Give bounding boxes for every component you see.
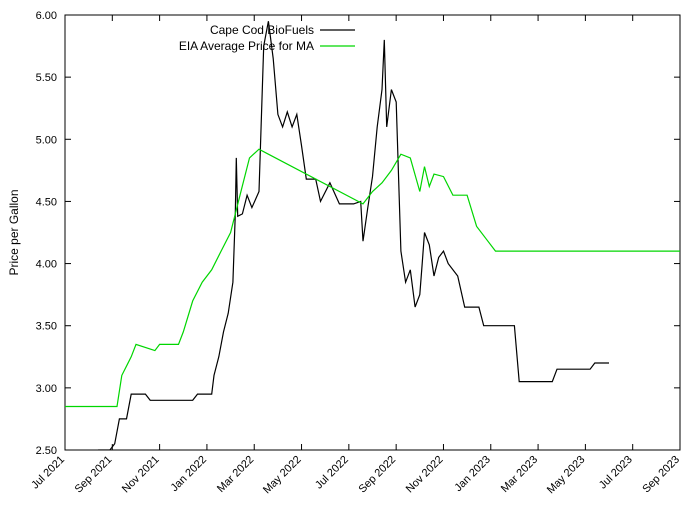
- y-tick-label: 3.50: [36, 321, 57, 333]
- x-tick-label: Sep 2022: [356, 454, 398, 496]
- series-line: [98, 21, 609, 450]
- y-tick-label: 6.00: [36, 10, 57, 22]
- x-tick-label: Jan 2023: [452, 454, 492, 494]
- y-tick-label: 4.50: [36, 196, 57, 208]
- x-tick-label: May 2023: [545, 454, 588, 497]
- y-axis-title: Price per Gallon: [7, 189, 21, 275]
- x-tick-label: Mar 2022: [215, 454, 256, 495]
- x-tick-label: Sep 2023: [640, 454, 682, 496]
- legend-label: EIA Average Price for MA: [179, 39, 314, 53]
- y-tick-label: 5.00: [36, 134, 57, 146]
- x-tick-label: Sep 2021: [73, 454, 115, 496]
- x-tick-label: Jul 2021: [29, 454, 67, 492]
- chart-svg: 2.50 3.00 3.50 4.00 4.50 5.00 5.50 6.00 Jul 2021…: [0, 0, 700, 525]
- x-tick-label: Mar 2023: [499, 454, 540, 495]
- x-tick-label: Nov 2021: [120, 454, 162, 496]
- y-tick-label: 5.50: [36, 72, 57, 84]
- price-chart: 2.50 3.00 3.50 4.00 4.50 5.00 5.50 6.00 Jul 2021…: [0, 0, 700, 525]
- y-tick-label: 3.00: [36, 383, 57, 395]
- x-tick-label: Jul 2022: [313, 454, 351, 492]
- series-line: [65, 149, 680, 406]
- y-tick-label: 4.00: [36, 259, 57, 271]
- x-tick-label: Jan 2022: [169, 454, 209, 494]
- y-tick-label: 2.50: [36, 445, 57, 457]
- x-tick-label: Jul 2023: [597, 454, 635, 492]
- x-tick-label: Nov 2022: [404, 454, 446, 496]
- legend-label: Cape Cod BioFuels: [210, 23, 314, 37]
- x-tick-label: May 2022: [261, 454, 304, 497]
